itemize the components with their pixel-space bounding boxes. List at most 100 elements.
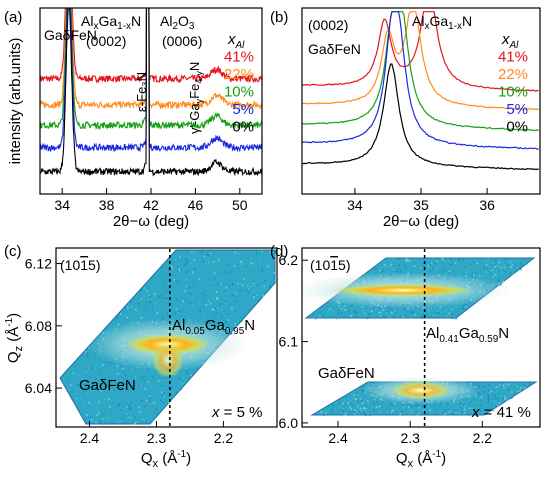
speckle-dt-387 — [433, 317, 435, 319]
speckle-dt-235 — [509, 261, 512, 264]
speckle-db-182 — [511, 391, 513, 394]
speckle-dt-378 — [421, 317, 423, 320]
speckle-dt-274 — [329, 308, 331, 310]
speckle-c-26 — [248, 292, 251, 294]
speckle-c-354 — [118, 405, 120, 407]
speckle-db-287 — [367, 414, 369, 416]
x-tick-label-a-0: 34 — [54, 197, 70, 213]
speckle-c-203 — [162, 282, 164, 285]
speckle-c-233 — [211, 283, 213, 286]
speckle-c-184 — [96, 414, 99, 416]
speckle-dt-359 — [427, 264, 430, 267]
speckle-dt-139 — [392, 270, 394, 273]
speckle-dt-181 — [422, 265, 425, 268]
speckle-c-166 — [238, 253, 240, 255]
speckle-c-271 — [185, 271, 188, 273]
speckle-db-268 — [496, 389, 498, 392]
speckle-db-186 — [483, 385, 485, 387]
speckle-c-113 — [135, 421, 137, 424]
speckle-c-72 — [185, 371, 187, 373]
speckle-c-497 — [232, 294, 234, 296]
speckle-c-272 — [183, 290, 186, 293]
speckle-c-340 — [145, 422, 148, 424]
speckle-db-25 — [490, 390, 493, 392]
speckle-db-81 — [417, 404, 420, 406]
speckle-db-60 — [434, 404, 436, 407]
speckle-dt-366 — [379, 307, 381, 310]
speckle-dt-438 — [455, 306, 457, 308]
speckle-c-244 — [235, 300, 238, 303]
speckle-dt-112 — [406, 258, 408, 260]
speckle-c-511 — [116, 318, 118, 320]
speckle-dt-43 — [335, 318, 338, 320]
speckle-dt-85 — [379, 315, 382, 317]
x-tick-label-c-1: 2.3 — [147, 430, 167, 446]
speckle-db-49 — [450, 402, 453, 405]
algan-label-c: Al0.05Ga0.95N — [172, 317, 255, 337]
speckle-c-89 — [99, 420, 102, 423]
speckle-c-436 — [138, 406, 140, 409]
speckle-c-429 — [125, 413, 128, 415]
speckle-c-424 — [164, 273, 167, 275]
x-axis-label-d: Qx (Å-1) — [396, 449, 446, 470]
speckle-db-250 — [505, 383, 508, 385]
speckle-dt-164 — [404, 265, 406, 268]
speckle-c-430 — [181, 382, 184, 385]
speckle-c-144 — [142, 418, 145, 420]
speckle-c-432 — [119, 420, 121, 423]
speckle-c-227 — [68, 378, 70, 381]
speckle-dt-404 — [312, 314, 314, 317]
speckle-c-151 — [207, 261, 210, 264]
speckle-db-244 — [350, 408, 352, 410]
speckle-c-455 — [98, 412, 100, 414]
speckle-c-356 — [176, 266, 179, 269]
speckle-c-437 — [134, 416, 136, 418]
speckle-dt-417 — [516, 267, 519, 269]
speckle-dt-144 — [319, 311, 321, 313]
speckle-c-301 — [234, 325, 237, 328]
speckle-c-39 — [144, 387, 146, 390]
speckle-dt-130 — [485, 263, 488, 266]
speckle-dt-93 — [476, 262, 479, 264]
speckle-dt-373 — [437, 261, 440, 263]
speckle-dt-67 — [520, 268, 522, 271]
speckle-dt-455 — [344, 309, 346, 311]
speckle-c-396 — [127, 390, 130, 392]
series-line-a-2 — [40, 8, 262, 131]
y-tick-label-c-1: 6.08 — [25, 318, 52, 334]
speckle-dt-68 — [466, 271, 468, 274]
x-tick-label-a-2: 42 — [143, 197, 159, 213]
speckle-c-302 — [252, 282, 255, 285]
speckle-c-416 — [87, 394, 89, 397]
speckle-dt-31 — [404, 314, 407, 316]
annotation-al2o3-reflection-a: (0006) — [162, 33, 202, 49]
speckle-db-306 — [476, 394, 479, 396]
speckle-c-485 — [163, 391, 165, 394]
speckle-db-150 — [316, 413, 319, 416]
speckle-c-25 — [134, 422, 136, 425]
speckle-c-461 — [256, 284, 259, 286]
series-line-b-4 — [302, 63, 539, 171]
speckle-dt-331 — [498, 279, 500, 282]
speckle-db-295 — [363, 407, 366, 409]
speckle-c-13 — [224, 302, 226, 305]
annotation-gan-b: GaδFeN — [308, 41, 361, 57]
speckle-dt-51 — [448, 312, 450, 315]
speckle-dt-265 — [455, 317, 457, 320]
speckle-c-5 — [221, 315, 223, 318]
speckle-c-306 — [180, 304, 182, 306]
legend-entry-b-1: 22% — [498, 66, 528, 83]
speckle-c-100 — [140, 289, 143, 291]
speckle-db-259 — [473, 400, 475, 403]
speckle-dt-423 — [392, 310, 394, 313]
speckle-c-346 — [162, 401, 164, 404]
speckle-db-78 — [360, 399, 363, 401]
speckle-dt-153 — [448, 270, 451, 273]
speckle-db-159 — [379, 405, 381, 408]
speckle-dt-375 — [462, 305, 464, 307]
speckle-c-291 — [264, 279, 267, 281]
speckle-c-278 — [127, 404, 130, 406]
speckle-db-188 — [494, 397, 497, 400]
speckle-c-252 — [225, 271, 228, 274]
speckle-db-284 — [457, 403, 460, 405]
